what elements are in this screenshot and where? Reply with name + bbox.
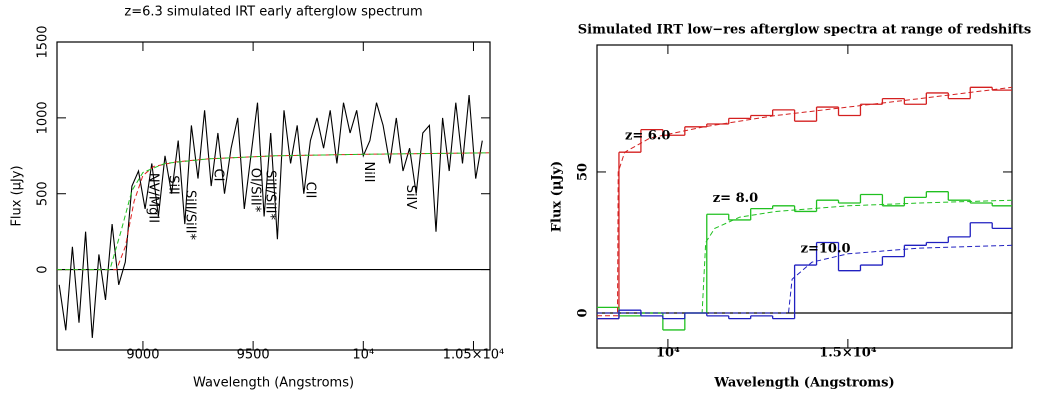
spectrum-line: [58, 95, 483, 338]
plot-frame: [56, 41, 491, 351]
y-tick-label: 0: [576, 308, 591, 317]
y-tick-label: 1500: [36, 25, 51, 58]
x-tick-label: 1.05×10⁴: [443, 348, 505, 363]
plot-frame: [596, 44, 1013, 349]
y-tick-label: 1000: [36, 101, 51, 134]
y-tick-label: 50: [576, 163, 591, 181]
line-id-label: SiIV: [403, 185, 418, 210]
spectrum-line: [57, 152, 490, 271]
line-id-label: SiII/SiII*: [183, 190, 198, 240]
chart-title: Simulated IRT low−res afterglow spectra …: [578, 23, 1031, 38]
line-id-label: CI: [211, 169, 226, 182]
series-label: z= 6.0: [625, 129, 670, 144]
series-label: z= 8.0: [713, 191, 758, 206]
x-tick-label: 10⁴: [352, 348, 374, 363]
spectrum-line: [57, 152, 490, 271]
plot-area: [57, 95, 490, 338]
y-axis-label: Flux (μJy): [10, 165, 25, 226]
x-tick-label: 9500: [237, 348, 270, 363]
chart-title: z=6.3 simulated IRT early afterglow spec…: [124, 5, 422, 20]
y-tick-label: 0: [36, 265, 51, 273]
line-id-label: NiII: [361, 161, 376, 182]
line-id-label: NV/MgII: [145, 173, 160, 223]
spectrum-line: [597, 86, 1012, 317]
x-tick-label: 10⁴: [656, 346, 680, 361]
plot-area: [597, 86, 1012, 331]
line-id-label: OI/SiII*: [248, 168, 263, 213]
y-tick-label: 500: [36, 181, 51, 206]
spectrum-line: [597, 244, 1012, 314]
spectrum-line: [597, 199, 1012, 314]
series-label: z=10.0: [801, 242, 851, 257]
x-axis-label: Wavelength (Angstroms): [193, 376, 354, 391]
x-axis-label: Wavelength (Angstroms): [713, 376, 894, 391]
x-tick-label: 1.5×10⁴: [819, 346, 877, 361]
line-id-label: SiII/SiII*: [263, 170, 278, 220]
y-axis-label: Flux (μJy): [550, 161, 565, 232]
line-id-label: CII: [303, 182, 318, 199]
line-id-label: SiII: [165, 175, 180, 195]
x-tick-label: 9000: [126, 348, 159, 363]
